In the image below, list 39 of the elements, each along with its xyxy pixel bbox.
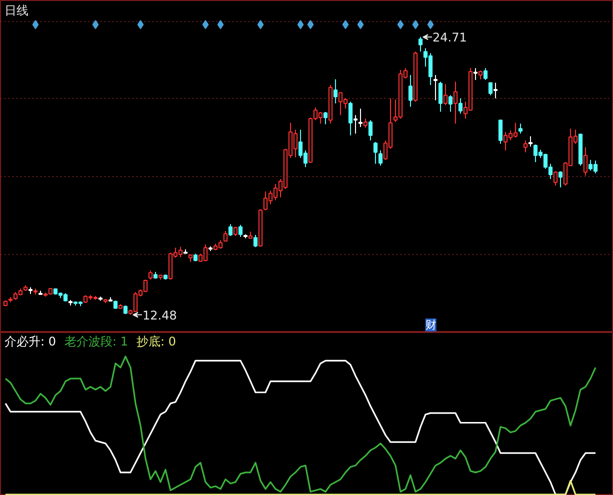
candlestick <box>228 224 233 236</box>
annotation: 财 <box>425 318 436 332</box>
candlestick <box>493 82 498 99</box>
candlestick <box>378 150 383 166</box>
candlestick <box>483 68 488 80</box>
candlestick <box>438 81 443 112</box>
candlestick <box>238 224 243 238</box>
candlestick <box>553 170 558 186</box>
candlestick <box>558 170 563 188</box>
candlestick <box>583 146 588 176</box>
candlestick <box>448 94 453 112</box>
candlestick <box>148 270 153 280</box>
candlestick <box>358 108 363 128</box>
chart-title: 日线 <box>4 4 28 18</box>
candlestick <box>253 234 258 248</box>
series-label: 老介波段: 1 <box>64 334 128 348</box>
candlestick <box>363 118 368 128</box>
candlestick <box>458 98 463 114</box>
text: 抄底: 0 <box>136 334 176 348</box>
candlestick <box>353 114 358 134</box>
candlestick <box>488 82 493 96</box>
candlestick <box>528 136 533 148</box>
candlestick <box>323 112 328 125</box>
candlestick <box>348 101 353 136</box>
candlestick <box>498 120 503 144</box>
candlestick <box>333 78 338 104</box>
candlestick <box>408 74 413 108</box>
annotation: 24.71 <box>432 30 467 45</box>
text: 介必升: 0 <box>4 334 56 348</box>
candlestick <box>368 120 373 141</box>
candlestick <box>433 74 438 101</box>
annotation: 12.48 <box>142 308 177 322</box>
candlestick <box>473 68 478 80</box>
candlestick <box>373 141 378 164</box>
candlestick <box>453 81 458 124</box>
candlestick <box>443 84 448 106</box>
candlestick <box>518 123 523 134</box>
candlestick <box>418 36 423 52</box>
candlestick <box>523 140 528 153</box>
